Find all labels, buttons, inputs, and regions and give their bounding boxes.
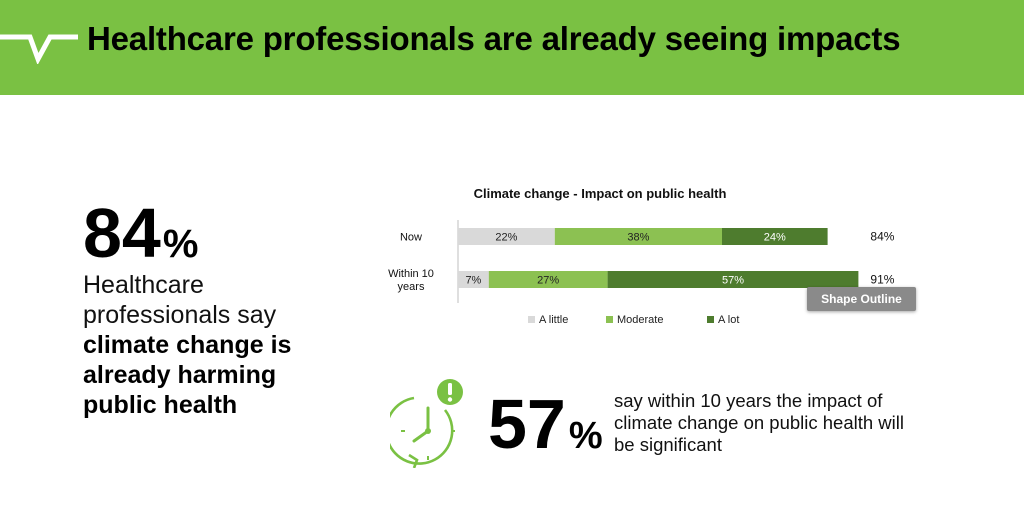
left-stat-number: 84 bbox=[83, 194, 161, 272]
legend-label: Moderate bbox=[617, 314, 663, 326]
bar-total-label: 91% bbox=[870, 273, 894, 287]
bar-data-label: 27% bbox=[537, 275, 559, 287]
bar-segment bbox=[554, 228, 722, 245]
left-stat-percent: % bbox=[162, 222, 199, 266]
bar-data-label: 24% bbox=[764, 232, 786, 244]
legend-swatch bbox=[606, 316, 613, 323]
bottom-stat-figure: 57% bbox=[488, 387, 603, 461]
bar-total-label: 84% bbox=[870, 230, 894, 244]
bar-segment bbox=[722, 228, 828, 245]
logo-check-icon bbox=[0, 34, 78, 64]
bar-segment bbox=[458, 228, 555, 245]
bar-data-label: 22% bbox=[495, 232, 517, 244]
bottom-stat-percent: % bbox=[568, 415, 603, 457]
bar-data-label: 38% bbox=[627, 232, 649, 244]
shape-outline-tooltip: Shape Outline bbox=[807, 287, 916, 311]
legend-swatch bbox=[707, 316, 714, 323]
category-label: Within 10 years bbox=[388, 268, 434, 293]
left-stat-figure: 84% bbox=[83, 196, 198, 270]
legend-swatch bbox=[528, 316, 535, 323]
legend-label: A lot bbox=[718, 314, 739, 326]
legend-label: A little bbox=[539, 314, 568, 326]
header-banner: Healthcare professionals are already see… bbox=[0, 0, 1024, 95]
bar-segment bbox=[607, 271, 859, 288]
bar-data-label: 57% bbox=[722, 275, 744, 287]
left-stat-description: Healthcare professionals say climate cha… bbox=[83, 270, 313, 420]
bar-segment bbox=[488, 271, 608, 288]
bottom-stat-number: 57 bbox=[488, 385, 566, 463]
bar-data-label: 7% bbox=[465, 275, 481, 287]
category-label: Now bbox=[400, 232, 422, 244]
left-stat-text-bold: climate change is already harming public… bbox=[83, 331, 292, 419]
left-stat-text-plain: Healthcare professionals say bbox=[83, 271, 277, 329]
bottom-stat-description: say within 10 years the impact of climat… bbox=[614, 390, 905, 455]
chart-title: Climate change - Impact on public health bbox=[474, 186, 727, 201]
clock-alert-icon bbox=[390, 379, 463, 468]
page-title: Healthcare professionals are already see… bbox=[87, 20, 901, 57]
bar-segment bbox=[458, 271, 489, 288]
